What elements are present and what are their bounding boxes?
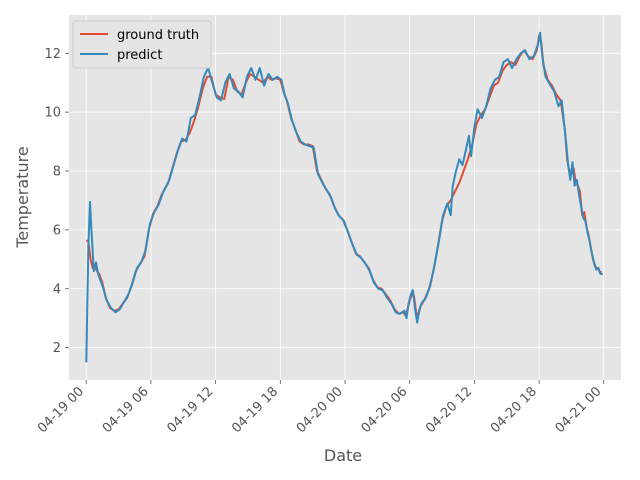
x-tick-label: 04-20 18	[488, 384, 540, 436]
x-tick-label: 04-19 12	[165, 384, 217, 436]
series-line-predict	[85, 31, 603, 363]
y-tick-label: 4	[53, 282, 61, 297]
y-axis-ticks: 2 4 6 8 10 12	[44, 47, 69, 356]
legend-box	[72, 20, 212, 69]
y-axis-label: Temperature	[13, 146, 32, 248]
x-tick-label: 04-21 00	[553, 384, 605, 436]
x-tick-label: 04-20 00	[294, 384, 346, 436]
y-tick-label: 2	[53, 341, 61, 356]
grid	[69, 15, 621, 380]
x-tick-label: 04-19 18	[229, 384, 281, 436]
legend: ground truth predict	[72, 20, 212, 69]
legend-label-predict: predict	[117, 48, 162, 63]
series-layer	[85, 31, 603, 363]
x-axis-ticks: 04-19 00 04-19 06 04-19 12 04-19 18 04-20 00…	[35, 380, 605, 436]
x-tick-label: 04-20 12	[423, 384, 475, 436]
y-tick-label: 6	[53, 223, 61, 238]
x-tick-label: 04-20 06	[359, 384, 411, 436]
x-axis-label: Date	[324, 446, 362, 465]
legend-label-ground-truth: ground truth	[117, 28, 199, 43]
y-tick-label: 8	[53, 165, 61, 180]
x-tick-label: 04-19 06	[100, 384, 152, 436]
y-tick-label: 10	[44, 106, 61, 121]
y-tick-label: 12	[44, 47, 61, 62]
x-tick-label: 04-19 00	[35, 384, 87, 436]
